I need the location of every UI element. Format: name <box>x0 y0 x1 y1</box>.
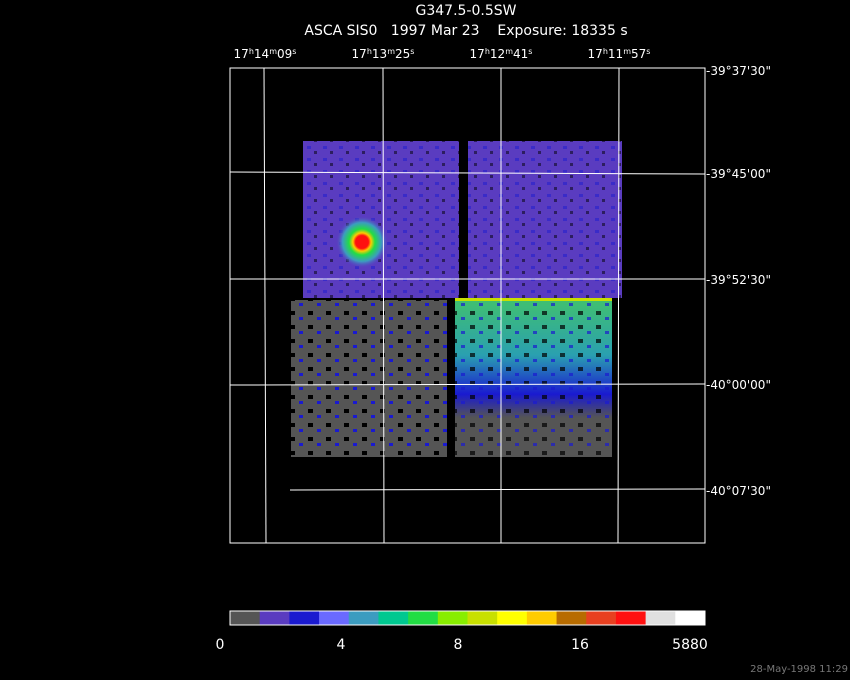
dec-label: -39°45'00" <box>706 167 771 181</box>
colorbar-swatch <box>497 611 528 625</box>
ra-labels: 17h14m09s 17h13m25s 17h12m41s 17h11m57s <box>234 47 651 61</box>
source <box>336 216 388 268</box>
dec-labels: -39°37'30" -39°45'00" -39°52'30" -40°00'00"… <box>706 64 771 498</box>
ra-label-part: 17 <box>352 47 367 61</box>
chip-edge <box>455 298 612 301</box>
image <box>291 141 622 457</box>
ra-label-part: h <box>367 47 372 56</box>
colorbar: 0 4 8 16 5880 <box>216 610 708 653</box>
ra-label-part: 17 <box>234 47 249 61</box>
ra-label-part: s <box>528 47 532 56</box>
ra-label-part: 12 <box>490 47 505 61</box>
ra-label-part: s <box>410 47 414 56</box>
ra-label-part: 13 <box>372 47 387 61</box>
ra-label: 17h14m09s <box>234 47 297 61</box>
grid-line <box>617 67 620 544</box>
ra-label-part: 09 <box>277 47 292 61</box>
ra-label-part: m <box>505 47 513 56</box>
colorbar-tick-label: 16 <box>571 637 589 653</box>
dec-label: -40°07'30" <box>706 484 771 498</box>
grid-line <box>289 488 706 491</box>
colorbar-swatch <box>319 611 350 625</box>
colorbar-tick-label: 0 <box>216 637 225 653</box>
grid-line <box>229 383 706 386</box>
chip-texture <box>455 300 612 457</box>
colorbar-swatch <box>348 611 379 625</box>
ra-label-part: h <box>249 47 254 56</box>
ra-label: 17h13m25s <box>352 47 415 61</box>
ra-label-part: s <box>292 47 296 56</box>
timestamp: 28-May-1998 11:29 <box>750 664 848 675</box>
colorbar-swatch <box>645 611 676 625</box>
colorbar-swatch <box>259 611 290 625</box>
ra-label-part: h <box>603 47 608 56</box>
grid-line <box>229 171 706 175</box>
colorbar-tick-label: 8 <box>454 637 463 653</box>
grid-line <box>263 67 267 544</box>
ra-label-part: 17 <box>470 47 485 61</box>
dec-label: -40°00'00" <box>706 378 771 392</box>
colorbar-swatch <box>437 611 468 625</box>
ra-label: 17h12m41s <box>470 47 533 61</box>
ra-label-part: 25 <box>395 47 410 61</box>
colorbar-frame <box>229 610 706 626</box>
ra-label-part: 14 <box>254 47 269 61</box>
ra-label-part: m <box>269 47 277 56</box>
frame <box>229 67 706 544</box>
colorbar-swatch <box>230 611 261 625</box>
chip-texture <box>291 300 447 457</box>
ra-label: 17h11m57s <box>588 47 651 61</box>
colorbar-swatch <box>408 611 439 625</box>
colorbar-swatch <box>289 611 320 625</box>
ra-label-part: h <box>485 47 490 56</box>
coordinate-grid <box>229 67 706 544</box>
colorbar-swatch <box>556 611 587 625</box>
colorbar-swatch <box>586 611 617 625</box>
subtitle: ASCA SIS0 1997 Mar 23 Exposure: 18335 s <box>304 23 627 39</box>
colorbar-swatch <box>378 611 409 625</box>
ra-label-part: 41 <box>513 47 528 61</box>
ra-label-part: 11 <box>608 47 623 61</box>
ra-label-part: m <box>387 47 395 56</box>
dec-label: -39°52'30" <box>706 273 771 287</box>
colorbar-swatch <box>615 611 647 625</box>
dec-label: -39°37'30" <box>706 64 771 78</box>
colorbar-swatch <box>675 611 706 625</box>
ra-label-part: 57 <box>631 47 646 61</box>
colorbar-tick-label: 5880 <box>672 637 708 653</box>
colorbar-swatch <box>467 611 498 625</box>
chip-texture <box>468 141 622 298</box>
ra-label-part: 17 <box>588 47 603 61</box>
chip-texture <box>303 141 459 298</box>
grid-line <box>382 67 385 544</box>
ra-label-part: m <box>623 47 631 56</box>
ra-label-part: s <box>646 47 650 56</box>
colorbar-tick-label: 4 <box>337 637 346 653</box>
colorbar-swatch <box>526 611 558 625</box>
title: G347.5-0.5SW <box>416 3 517 19</box>
